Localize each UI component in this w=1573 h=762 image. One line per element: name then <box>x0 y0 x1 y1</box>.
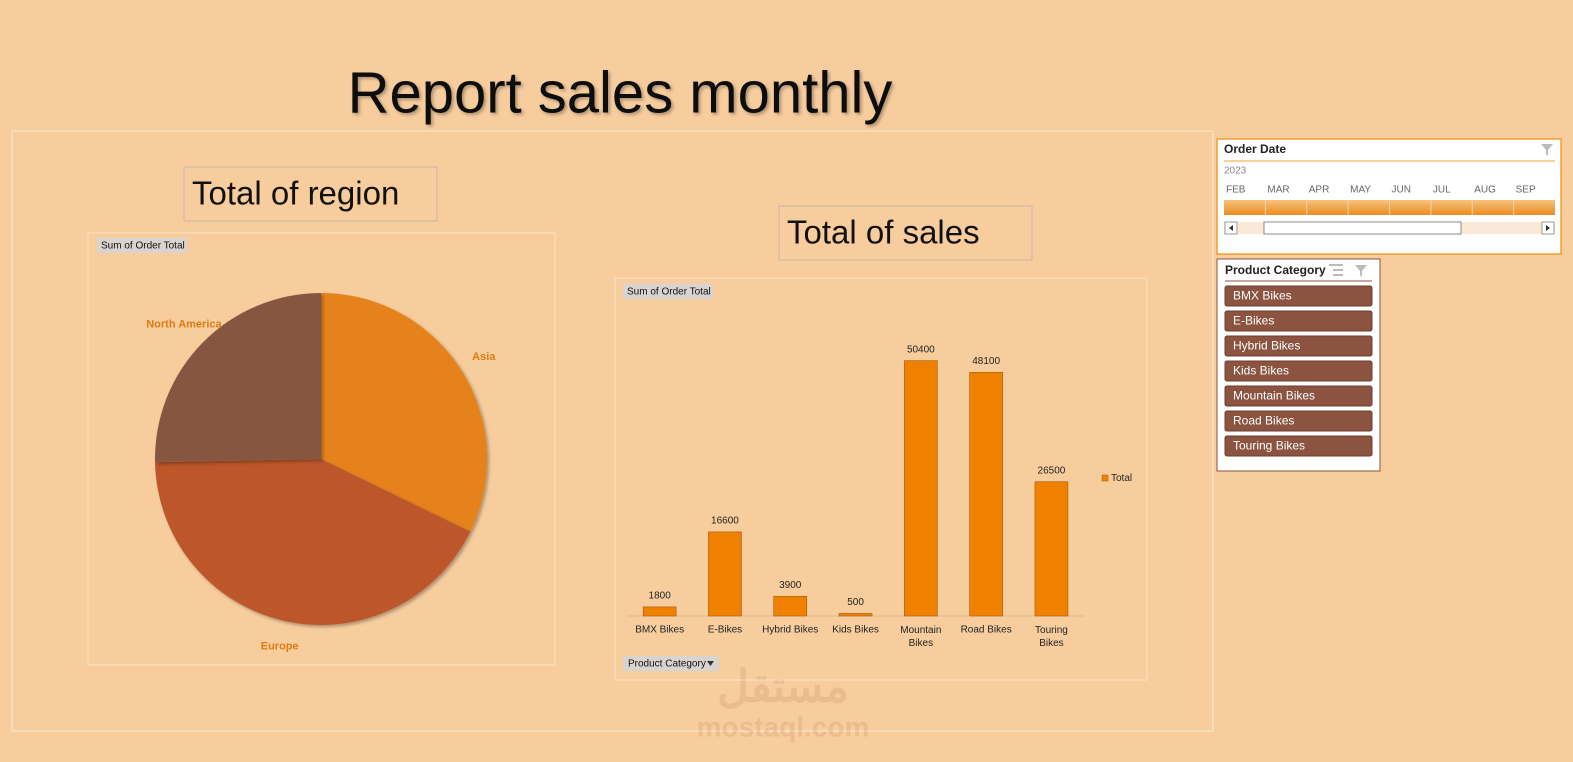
timeline-scroll-thumb[interactable] <box>1263 221 1462 235</box>
timeline-month: FEB <box>1226 185 1246 196</box>
axis-field-button-label: Product Category <box>628 659 706 670</box>
slicer-item[interactable] <box>1224 285 1373 307</box>
scroll-left-arrow <box>1229 225 1233 231</box>
watermark-arabic: مستقل <box>717 663 849 712</box>
chart-title-box <box>183 166 438 222</box>
multi-select-icon[interactable] <box>1329 264 1343 276</box>
chart-area <box>614 277 1148 681</box>
axis-field-button[interactable] <box>623 656 719 671</box>
data-label: 50400 <box>907 344 935 355</box>
field-button[interactable] <box>97 238 187 253</box>
pie-label: Asia <box>472 351 496 363</box>
data-label: 26500 <box>1038 465 1066 476</box>
x-tick-label: Touring Bikes <box>1035 625 1068 649</box>
pie-chart: Total of region Sum of Order Total Asia Eur… <box>87 166 556 666</box>
legend-label: Total <box>1111 473 1132 484</box>
slicer-item[interactable] <box>1224 385 1373 407</box>
x-tick-label: BMX Bikes <box>635 625 684 636</box>
watermark-latin: mostaql.com <box>697 711 870 742</box>
slicer-item[interactable] <box>1224 435 1373 457</box>
pie-label: Europe <box>261 640 299 652</box>
pie-label: North America <box>146 318 222 330</box>
data-label: 3900 <box>779 580 802 591</box>
bar <box>642 606 677 617</box>
timeline-month: MAR <box>1267 185 1289 196</box>
pie-slice <box>155 459 471 625</box>
timeline-month: SEP <box>1516 185 1536 196</box>
data-label: 16600 <box>711 516 739 527</box>
data-label: 500 <box>847 597 864 608</box>
timeline-month: AUG <box>1474 185 1496 196</box>
timeline-month: MAY <box>1350 185 1371 196</box>
chart-title-box <box>778 205 1033 261</box>
timeline-month: JUN <box>1392 185 1411 196</box>
slicer-item-label: E-Bikes <box>1233 314 1274 328</box>
timeline-month: APR <box>1309 185 1330 196</box>
slicer-item[interactable] <box>1224 310 1373 332</box>
slicer-item[interactable] <box>1224 410 1373 432</box>
clear-filter-icon[interactable] <box>1541 144 1553 156</box>
dropdown-arrow <box>707 661 714 666</box>
chart-title: Total of sales <box>787 214 980 251</box>
timeline-slicer: Order Date 2023 <box>1216 138 1562 255</box>
pie-slice <box>321 293 487 532</box>
slicer-item[interactable] <box>1224 335 1373 357</box>
bar <box>708 531 742 617</box>
slicer-item-label: BMX Bikes <box>1233 289 1292 303</box>
slicer-item[interactable] <box>1224 360 1373 382</box>
bar <box>1034 481 1069 617</box>
x-tick-label: Hybrid Bikes <box>762 625 818 636</box>
clear-filter-icon[interactable] <box>1355 265 1367 277</box>
slicer-item-label: Hybrid Bikes <box>1233 339 1300 353</box>
bar-chart: Total of sales Sum of Order Total BMX Bike… <box>614 205 1148 681</box>
field-button-label: Sum of Order Total <box>627 287 711 298</box>
x-tick-label: E-Bikes <box>708 625 742 636</box>
timeline-month: JUL <box>1433 185 1451 196</box>
field-button-label: Sum of Order Total <box>101 241 185 252</box>
scroll-right-arrow <box>1546 225 1550 231</box>
page-title: Report sales monthly <box>348 60 893 125</box>
bar <box>969 371 1003 617</box>
data-label: 48100 <box>972 356 1000 367</box>
chart-title: Total of region <box>192 175 399 212</box>
legend-swatch <box>1101 474 1109 482</box>
chart-area <box>87 232 556 666</box>
pie-slice <box>155 293 321 463</box>
bar <box>904 360 938 617</box>
slicer-item-label: Kids Bikes <box>1233 364 1289 378</box>
x-tick-label: Road Bikes <box>961 625 1012 636</box>
dashboard-frame <box>11 130 1214 732</box>
bar <box>838 613 873 617</box>
slicer-item-label: Mountain Bikes <box>1233 389 1315 403</box>
timeline-year: 2023 <box>1224 166 1247 177</box>
timeline-box <box>1216 138 1562 255</box>
data-label: 1800 <box>649 591 672 602</box>
slicer-title: Product Category <box>1225 263 1326 277</box>
slicer-item-label: Touring Bikes <box>1233 439 1305 453</box>
timeline-title: Order Date <box>1224 142 1286 156</box>
slicer-item-label: Road Bikes <box>1233 414 1294 428</box>
x-tick-label: Kids Bikes <box>832 625 879 636</box>
x-tick-label: Mountain Bikes <box>900 625 941 649</box>
field-button[interactable] <box>623 284 713 299</box>
bar <box>773 595 808 617</box>
